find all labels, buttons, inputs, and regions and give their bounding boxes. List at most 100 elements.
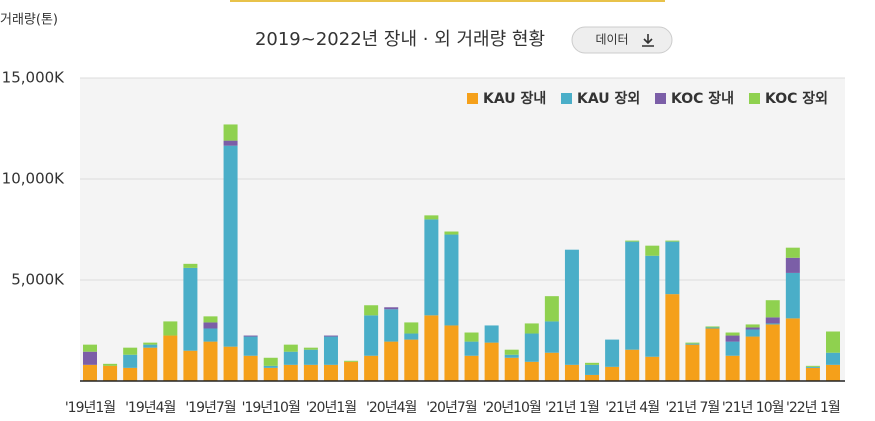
bar-segment: [805, 366, 820, 368]
bar-segment: [645, 245, 660, 256]
bar-segment: [323, 335, 338, 337]
bar-segment: [384, 307, 399, 310]
legend-label: KAU 장외: [577, 90, 640, 107]
bar-segment: [785, 318, 800, 381]
bar-segment: [645, 356, 660, 381]
bar-segment: [725, 355, 740, 381]
chart-title: 2019~2022년 장내 · 외 거래량 현황: [255, 29, 545, 50]
bar-segment: [665, 294, 680, 381]
bar-segment: [585, 374, 600, 381]
bar-segment: [183, 267, 198, 351]
bar-segment: [163, 321, 178, 336]
bar-segment: [765, 300, 780, 318]
bar-segment: [323, 364, 338, 381]
bar-segment: [303, 347, 318, 350]
bar-segment: [103, 363, 118, 366]
x-tick-label: '19년1월: [65, 400, 115, 416]
bar-segment: [464, 355, 479, 381]
bar-segment: [504, 349, 519, 355]
bar-segment: [344, 360, 359, 362]
bar-segment: [765, 317, 780, 324]
bar-segment: [183, 350, 198, 381]
legend-swatch: [655, 93, 666, 104]
bar-segment: [625, 349, 640, 381]
bar-segment: [263, 367, 278, 381]
x-tick-label: '20년1월: [306, 400, 356, 416]
bar-segment: [243, 355, 258, 381]
bar-segment: [183, 263, 198, 268]
bar-segment: [725, 335, 740, 342]
bar-segment: [203, 322, 218, 329]
button-label[interactable]: 데이터: [595, 33, 628, 47]
data-button[interactable]: 데이터: [571, 26, 673, 54]
bar-segment: [665, 240, 680, 242]
bar-segment: [484, 342, 499, 381]
bar-segment: [223, 145, 238, 347]
x-tick-label: '21년 7월: [666, 400, 720, 416]
bar-segment: [404, 339, 419, 381]
x-tick-label: '19년7월: [185, 400, 235, 416]
bar-segment: [404, 322, 419, 334]
x-tick-label: '20년4월: [366, 400, 416, 416]
bar-segment: [805, 367, 820, 381]
bar-segment: [444, 325, 459, 381]
bar-segment: [143, 344, 158, 348]
bar-segment: [564, 364, 579, 381]
x-tick-label: '19년4월: [125, 400, 175, 416]
bar-segment: [83, 351, 97, 365]
y-tick-label: 10,000K: [2, 170, 65, 188]
bar-segment: [705, 326, 720, 328]
bar-segment: [785, 247, 800, 258]
bar-segment: [223, 124, 238, 141]
x-tick-label: '21년 1월: [545, 400, 599, 416]
x-tick-label: '20년10월: [483, 400, 541, 416]
bar-segment: [725, 332, 740, 336]
bar-segment: [524, 361, 539, 381]
legend-swatch: [467, 93, 478, 104]
legend-label: KOC 장내: [671, 90, 734, 107]
bar-segment: [605, 366, 620, 381]
y-tick-label: 15,000K: [2, 69, 65, 87]
bar-segment: [524, 323, 539, 334]
legend-label: KAU 장내: [483, 90, 546, 107]
bar-segment: [243, 336, 258, 356]
bar-segment: [504, 357, 519, 381]
download-icon[interactable]: [642, 34, 654, 47]
bar-segment: [123, 354, 138, 368]
bar-segment: [123, 367, 138, 381]
bar-segment: [765, 323, 780, 325]
bar-segment: [826, 364, 840, 381]
bar-segment: [725, 341, 740, 356]
bar-segment: [544, 296, 559, 322]
bar-segment: [745, 329, 760, 337]
bar-segment: [826, 331, 840, 353]
bar-segment: [143, 342, 158, 345]
bar-segment: [323, 336, 338, 365]
bar-segment: [785, 257, 800, 273]
bar-segment: [424, 315, 439, 381]
bar-segment: [745, 324, 760, 328]
bar-segment: [645, 255, 660, 357]
bar-segment: [263, 357, 278, 366]
bar-segment: [384, 309, 399, 342]
x-tick-label: '20년7월: [426, 400, 476, 416]
bar-segment: [303, 349, 318, 365]
x-tick-label: '19년10월: [242, 400, 300, 416]
bar-segment: [745, 327, 760, 330]
bar-segment: [364, 315, 379, 356]
legend-swatch: [561, 93, 572, 104]
bar-segment: [564, 249, 579, 365]
bar-segment: [685, 344, 700, 381]
y-tick-label: 5,000K: [11, 271, 65, 289]
bar-segment: [544, 352, 559, 381]
bar-segment: [745, 336, 760, 381]
bar-segment: [444, 234, 459, 326]
bar-segment: [625, 241, 640, 350]
bar-segment: [103, 365, 118, 381]
bar-segment: [404, 333, 419, 340]
bar-segment: [364, 355, 379, 381]
bar-segment: [203, 316, 218, 323]
bar-segment: [585, 362, 600, 365]
bar-segment: [605, 339, 620, 367]
